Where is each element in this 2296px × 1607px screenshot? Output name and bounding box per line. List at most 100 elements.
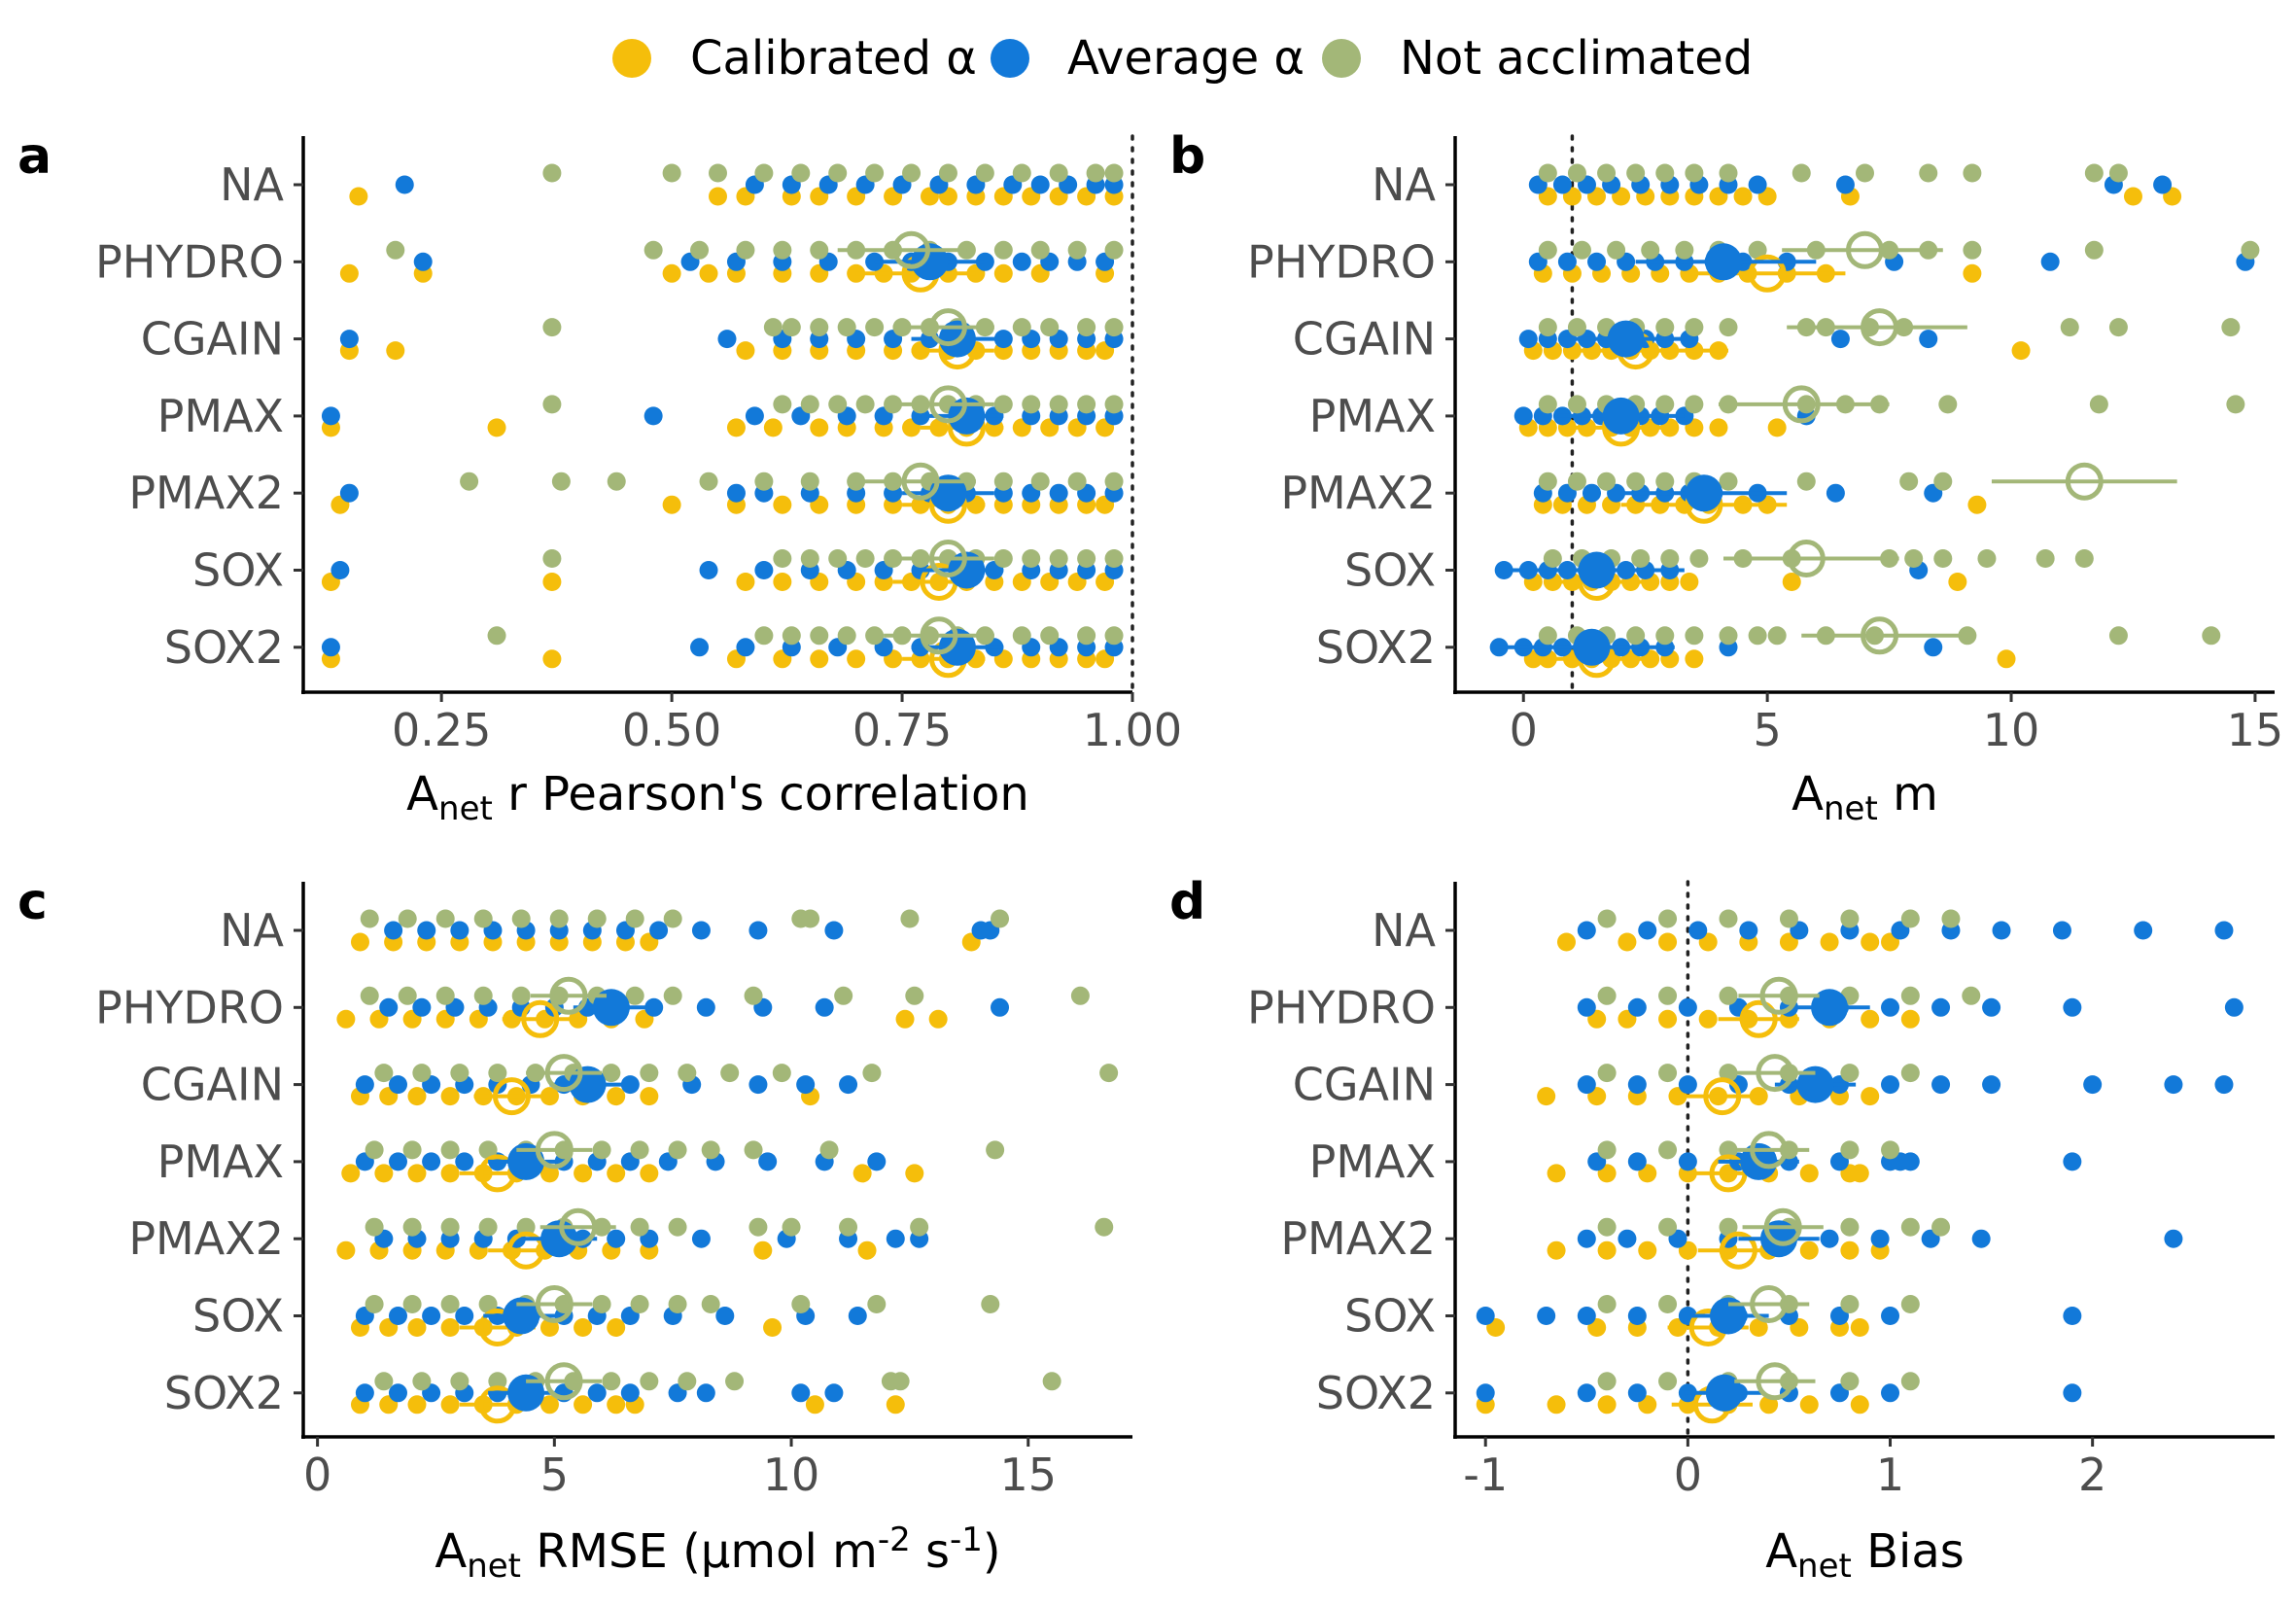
data-point — [630, 1295, 649, 1313]
data-point — [607, 1164, 626, 1183]
data-point — [1022, 549, 1041, 568]
x-tick-label: 0 — [1674, 1449, 1702, 1501]
data-point — [1904, 549, 1924, 568]
data-point — [1799, 1395, 1819, 1415]
data-point — [1748, 240, 1767, 260]
data-point — [1799, 1240, 1819, 1260]
data-point — [773, 395, 792, 414]
data-point — [2108, 626, 2128, 646]
data-point — [758, 1152, 778, 1171]
data-point — [763, 318, 783, 337]
data-point — [511, 909, 531, 928]
data-point — [473, 909, 493, 928]
x-axis-title-part: A — [435, 1524, 467, 1579]
data-point — [1658, 932, 1678, 952]
x-axis-title: Anet r Pearson's correlation — [406, 767, 1029, 828]
data-point — [736, 341, 755, 361]
data-point — [991, 997, 1010, 1017]
data-point — [549, 909, 569, 928]
x-tick-label: 10 — [763, 1449, 820, 1501]
data-point — [1658, 1217, 1678, 1237]
data-point — [1577, 1229, 1596, 1248]
data-point — [1537, 1307, 1556, 1325]
data-point — [1597, 1140, 1617, 1160]
data-point — [2214, 1075, 2234, 1095]
data-point — [644, 240, 663, 260]
data-point — [574, 1395, 593, 1415]
data-point — [1963, 163, 1982, 183]
x-axis-title-part: net — [1797, 1547, 1852, 1586]
x-axis-title-part: Bias — [1852, 1524, 1965, 1579]
data-point — [668, 1295, 687, 1313]
data-point — [810, 418, 829, 437]
y-tick-label: PHYDRO — [1247, 981, 1436, 1033]
data-point — [2241, 240, 2260, 260]
data-point — [834, 986, 853, 1005]
data-point — [678, 1372, 697, 1391]
data-point — [1049, 395, 1068, 414]
data-point — [1685, 626, 1704, 646]
data-point — [1881, 1307, 1900, 1325]
data-point — [890, 1372, 910, 1391]
data-point — [1638, 921, 1657, 940]
data-point — [1627, 1307, 1647, 1325]
data-point — [574, 1164, 593, 1183]
data-point — [402, 1217, 422, 1237]
data-point — [2063, 1383, 2082, 1403]
data-point — [748, 1217, 768, 1237]
data-point — [1577, 921, 1596, 940]
data-point — [1850, 1318, 1869, 1337]
data-point — [1840, 1372, 1860, 1391]
data-point — [1476, 1307, 1495, 1325]
data-point — [668, 1140, 687, 1160]
x-tick-label: 5 — [540, 1449, 569, 1501]
mean-marker — [1748, 254, 1787, 293]
x-axis-title-part: net — [467, 1547, 521, 1586]
panel-c: c NA PHYDRO CGAIN PMAX PMAX2 SOX SOX2 0 5 10 15 Anet… — [17, 873, 1132, 1586]
x-tick-label: 15 — [999, 1449, 1057, 1501]
data-point — [1982, 997, 2001, 1017]
data-point — [2035, 549, 2055, 568]
x-tick-label: 2 — [2078, 1449, 2106, 1501]
data-point — [1104, 240, 1124, 260]
data-point — [867, 1295, 887, 1313]
data-point — [791, 1295, 811, 1313]
data-point — [388, 1152, 407, 1171]
data-point — [1900, 1217, 1920, 1237]
data-point — [542, 573, 562, 591]
data-point — [407, 1164, 427, 1183]
data-point — [1583, 483, 1601, 503]
data-point — [1850, 1395, 1869, 1415]
data-point — [1538, 626, 1557, 646]
data-point — [1719, 626, 1738, 646]
data-point — [1567, 163, 1586, 183]
data-point — [339, 483, 359, 503]
data-point — [1658, 909, 1678, 928]
mean-marker — [1685, 474, 1722, 512]
data-point — [1899, 472, 1919, 491]
data-point — [640, 1372, 659, 1391]
data-point — [2202, 626, 2221, 646]
data-point — [663, 986, 682, 1005]
data-point — [379, 997, 399, 1017]
data-point — [865, 318, 885, 337]
data-point — [435, 909, 455, 928]
data-point — [715, 1307, 735, 1325]
data-point — [699, 472, 718, 491]
data-point — [1881, 997, 1900, 1017]
data-point — [455, 1152, 474, 1171]
panel-tag: a — [17, 127, 52, 186]
data-point — [460, 472, 479, 491]
mean-marker — [1811, 989, 1849, 1027]
data-point — [620, 1075, 640, 1095]
x-axis-title-part: ) — [983, 1524, 1001, 1579]
data-point — [701, 1295, 720, 1313]
data-point — [1748, 626, 1767, 646]
data-point — [782, 1217, 801, 1237]
data-point — [701, 1140, 720, 1160]
data-point — [630, 1217, 649, 1237]
data-point — [330, 561, 350, 579]
data-point — [1655, 163, 1675, 183]
data-point — [1597, 1217, 1617, 1237]
data-point — [625, 986, 644, 1005]
